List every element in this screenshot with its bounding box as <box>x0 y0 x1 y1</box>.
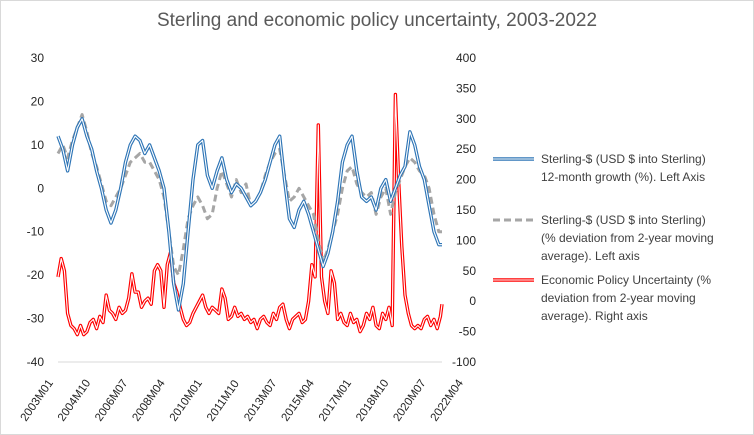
right-axis-tick-label: 300 <box>456 112 476 126</box>
x-axis-tick-label: 2017M01 <box>317 378 354 424</box>
right-axis-tick-label: 350 <box>456 81 476 95</box>
right-axis-tick-label: 400 <box>456 51 476 65</box>
x-axis-tick-label: 2011M10 <box>205 378 242 423</box>
x-axis-tick-label: 2006M07 <box>93 378 130 424</box>
legend-label-line: average). Right axis <box>541 309 648 323</box>
right-axis-tick-label: 100 <box>456 233 476 247</box>
left-axis-ticks: 30 20 10 0 -10 -20 -30 -40 <box>27 51 45 369</box>
series-layer <box>56 92 444 337</box>
right-axis-tick-label: 150 <box>456 203 476 217</box>
right-axis-tick-label: 50 <box>463 264 477 278</box>
legend-label-line: 12-month growth (%). Left Axis <box>541 170 705 184</box>
left-axis-tick-label: -40 <box>27 355 45 369</box>
legend-label-line: Economic Policy Uncertainty (% <box>541 273 711 287</box>
series-0-line <box>56 117 442 312</box>
x-axis-tick-label: 2013M07 <box>242 378 279 424</box>
series-2-line <box>56 92 444 337</box>
left-axis-tick-label: 20 <box>31 94 45 108</box>
legend-label-line: (% deviation from 2-year moving <box>541 231 714 245</box>
x-axis-tick-label: 2015M04 <box>280 377 318 424</box>
x-axis-tick-label: 2003M01 <box>19 378 56 424</box>
legend-label-line: average). Left axis <box>541 249 640 263</box>
x-axis-tick-label: 2004M10 <box>56 378 93 424</box>
x-axis-tick-label: 2008M04 <box>130 377 168 424</box>
right-axis-tick-label: 250 <box>456 142 476 156</box>
x-axis-tick-label: 2010M01 <box>168 378 205 424</box>
left-axis-tick-label: 10 <box>31 138 45 152</box>
right-axis-tick-label: -100 <box>452 355 476 369</box>
right-axis-tick-label: -50 <box>459 325 477 339</box>
right-axis-tick-label: 200 <box>456 173 476 187</box>
legend-label-line: Sterling-$ (USD $ into Sterling) <box>541 152 706 166</box>
left-axis-tick-label: -10 <box>27 225 45 239</box>
legend: Sterling-$ (USD $ into Sterling) 12-month… <box>493 152 714 323</box>
right-axis-tick-label: 0 <box>469 294 476 308</box>
chart-title: Sterling and economic policy uncertainty… <box>156 10 598 31</box>
left-axis-tick-label: -20 <box>27 268 45 282</box>
x-axis-ticks: 2003M01 2004M10 2006M07 2008M04 2010M01 2011M… <box>19 377 467 424</box>
legend-label-line: deviation from 2-year moving <box>541 291 696 305</box>
left-axis-tick-label: -30 <box>27 312 45 326</box>
left-axis-tick-label: 30 <box>31 51 45 65</box>
x-axis-tick-label: 2020M07 <box>391 378 428 424</box>
legend-label-line: Sterling-$ (USD $ into Sterling) <box>541 213 706 227</box>
x-axis-tick-label: 2018M10 <box>354 378 391 424</box>
right-axis-ticks: 400 350 300 250 200 150 100 50 0 -50 -100 <box>452 51 476 369</box>
left-axis-tick-label: 0 <box>37 181 44 195</box>
x-axis-tick-label: 2022M04 <box>429 377 467 424</box>
series-1-line <box>56 113 442 277</box>
